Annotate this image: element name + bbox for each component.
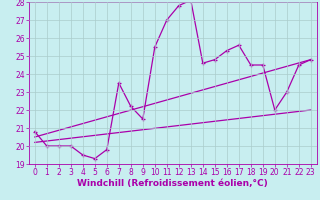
X-axis label: Windchill (Refroidissement éolien,°C): Windchill (Refroidissement éolien,°C) (77, 179, 268, 188)
